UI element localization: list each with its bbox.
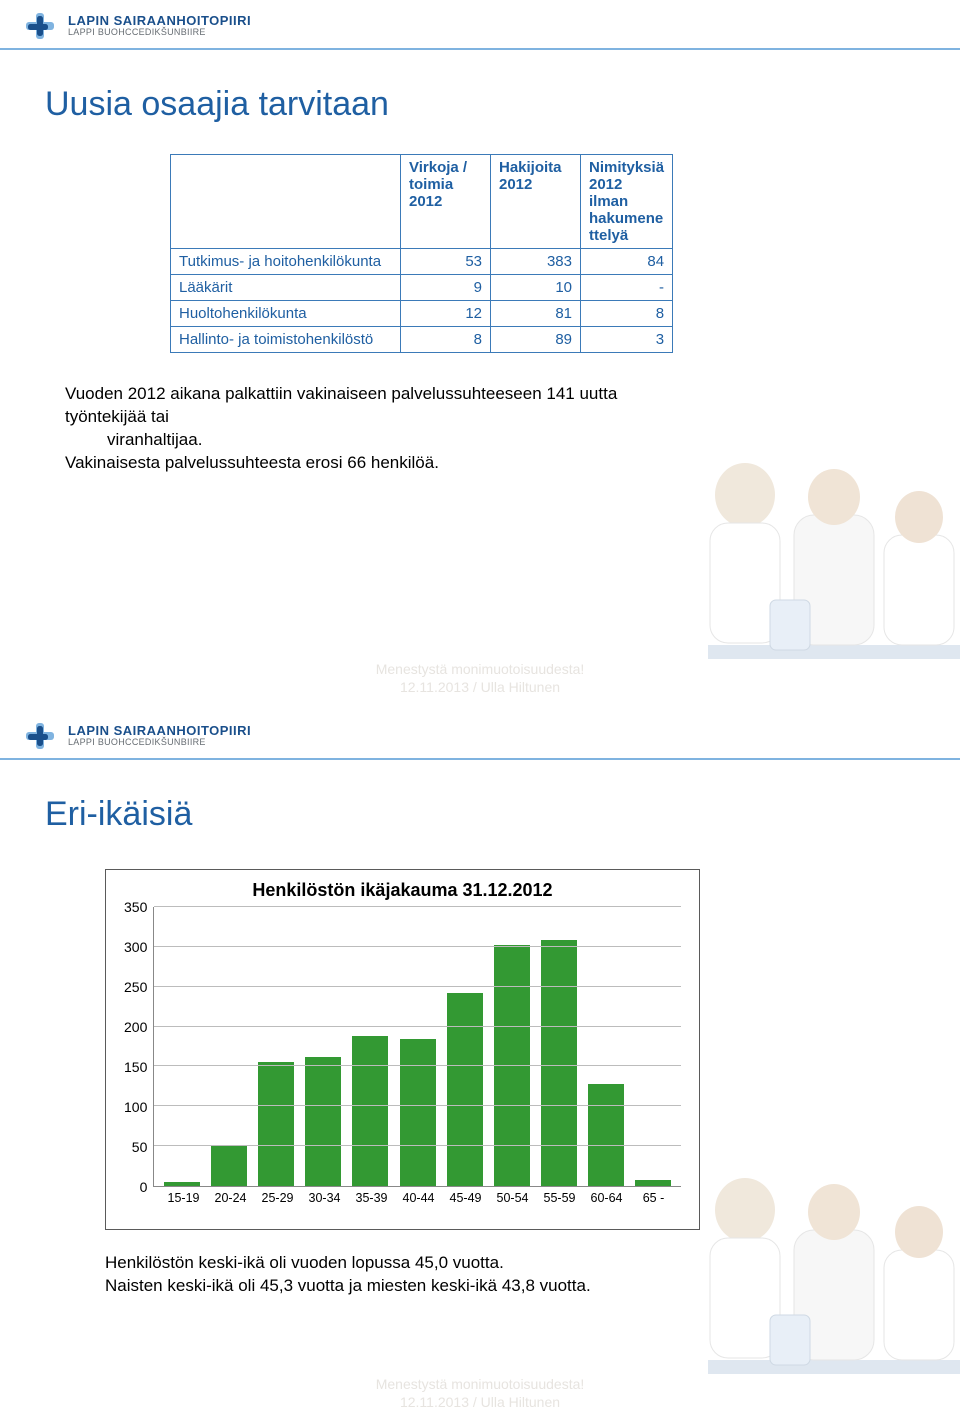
row-value: 3 <box>581 327 673 353</box>
th-hakijoita: Hakijoita 2012 <box>491 155 581 249</box>
x-tick: 65 - <box>633 1191 675 1205</box>
gridline <box>154 1065 681 1066</box>
bar <box>541 940 577 1186</box>
table-row: Tutkimus- ja hoitohenkilökunta5338384 <box>171 249 673 275</box>
logo-line1-2: LAPIN SAIRAANHOITOPIIRI <box>68 724 251 738</box>
slide-1: LAPIN SAIRAANHOITOPIIRI LAPPI BUOHCCEDIK… <box>0 0 960 710</box>
footer-line1-2: Menestystä monimuotoisuudesta! <box>0 1375 960 1393</box>
bar <box>211 1145 247 1186</box>
gridline <box>154 1105 681 1106</box>
bar <box>588 1084 624 1186</box>
row-label: Lääkärit <box>171 275 401 301</box>
bars <box>154 907 681 1186</box>
logo-text-2: LAPIN SAIRAANHOITOPIIRI LAPPI BUOHCCEDIK… <box>68 724 251 747</box>
th-blank <box>171 155 401 249</box>
logo-cross-icon-2 <box>18 720 62 752</box>
chart-title: Henkilöstön ikäjakauma 31.12.2012 <box>124 880 681 901</box>
body-line1: Vuoden 2012 aikana palkattiin vakinaisee… <box>65 383 685 429</box>
gridline <box>154 906 681 907</box>
people-image-2 <box>670 1120 960 1375</box>
row-value: 8 <box>401 327 491 353</box>
row-label: Tutkimus- ja hoitohenkilökunta <box>171 249 401 275</box>
x-tick: 15-19 <box>163 1191 205 1205</box>
bar <box>447 993 483 1186</box>
logo-cross-icon <box>18 10 62 42</box>
x-tick: 50-54 <box>492 1191 534 1205</box>
logo-underline-2 <box>0 758 960 760</box>
gridline <box>154 946 681 947</box>
x-tick: 55-59 <box>539 1191 581 1205</box>
footer-2: Menestystä monimuotoisuudesta! 12.11.201… <box>0 1375 960 1411</box>
table-row: Hallinto- ja toimistohenkilöstö8893 <box>171 327 673 353</box>
bar <box>305 1057 341 1186</box>
logo-line1: LAPIN SAIRAANHOITOPIIRI <box>68 14 251 28</box>
bar <box>352 1036 388 1186</box>
row-value: 10 <box>491 275 581 301</box>
chart-area: 350300250200150100500 <box>124 907 681 1187</box>
row-value: 53 <box>401 249 491 275</box>
footer-line2-2: 12.11.2013 / Ulla Hiltunen <box>0 1393 960 1411</box>
slide-2: LAPIN SAIRAANHOITOPIIRI LAPPI BUOHCCEDIK… <box>0 710 960 1425</box>
logo-underline <box>0 48 960 50</box>
x-tick: 20-24 <box>210 1191 252 1205</box>
row-label: Hallinto- ja toimistohenkilöstö <box>171 327 401 353</box>
th-virkoja: Virkoja / toimia 2012 <box>401 155 491 249</box>
row-value: - <box>581 275 673 301</box>
table-header-row: Virkoja / toimia 2012 Hakijoita 2012 Nim… <box>171 155 673 249</box>
th-nimityksia: Nimityksiä 2012 ilman hakumene ttelyä <box>581 155 673 249</box>
x-tick: 35-39 <box>351 1191 393 1205</box>
row-value: 81 <box>491 301 581 327</box>
bar <box>164 1182 200 1186</box>
slide2-title: Eri-ikäisiä <box>45 795 960 834</box>
table-row: Huoltohenkilökunta12818 <box>171 301 673 327</box>
x-axis: 15-19 20-24 25-29 30-34 35-39 40-44 45-49 50-54… <box>124 1187 681 1205</box>
table-body: Tutkimus- ja hoitohenkilökunta5338384Lää… <box>171 249 673 353</box>
people-image-1 <box>670 405 960 660</box>
slide1-body: Vuoden 2012 aikana palkattiin vakinaisee… <box>65 383 685 475</box>
row-value: 89 <box>491 327 581 353</box>
body-line1-indent: viranhaltijaa. <box>107 429 685 452</box>
staff-table: Virkoja / toimia 2012 Hakijoita 2012 Nim… <box>170 154 673 353</box>
row-value: 9 <box>401 275 491 301</box>
gridline <box>154 1145 681 1146</box>
footer-1: Menestystä monimuotoisuudesta! 12.11.201… <box>0 660 960 696</box>
age-chart: Henkilöstön ikäjakauma 31.12.2012 350300… <box>105 869 700 1230</box>
logo-line2-2: LAPPI BUOHCCEDIKŠUNBIIRE <box>68 738 251 747</box>
footer-line1: Menestystä monimuotoisuudesta! <box>0 660 960 678</box>
y-axis: 350300250200150100500 <box>124 907 153 1187</box>
logo-line2: LAPPI BUOHCCEDIKŠUNBIIRE <box>68 28 251 37</box>
table-row: Lääkärit910- <box>171 275 673 301</box>
x-tick: 25-29 <box>257 1191 299 1205</box>
gridline <box>154 986 681 987</box>
row-label: Huoltohenkilökunta <box>171 301 401 327</box>
bar <box>400 1039 436 1186</box>
slide1-title: Uusia osaajia tarvitaan <box>45 85 960 124</box>
bar <box>635 1180 671 1186</box>
x-tick: 60-64 <box>586 1191 628 1205</box>
row-value: 8 <box>581 301 673 327</box>
bar <box>258 1062 294 1186</box>
row-value: 84 <box>581 249 673 275</box>
logo-header-2: LAPIN SAIRAANHOITOPIIRI LAPPI BUOHCCEDIK… <box>0 710 960 756</box>
x-tick: 40-44 <box>398 1191 440 1205</box>
logo-text: LAPIN SAIRAANHOITOPIIRI LAPPI BUOHCCEDIK… <box>68 14 251 37</box>
row-value: 12 <box>401 301 491 327</box>
x-tick: 45-49 <box>445 1191 487 1205</box>
gridline <box>154 1026 681 1027</box>
x-tick: 30-34 <box>304 1191 346 1205</box>
plot-area <box>153 907 681 1187</box>
footer-line2: 12.11.2013 / Ulla Hiltunen <box>0 678 960 696</box>
logo-header: LAPIN SAIRAANHOITOPIIRI LAPPI BUOHCCEDIK… <box>0 0 960 46</box>
body-line2: Vakinaisesta palvelussuhteesta erosi 66 … <box>65 452 685 475</box>
row-value: 383 <box>491 249 581 275</box>
